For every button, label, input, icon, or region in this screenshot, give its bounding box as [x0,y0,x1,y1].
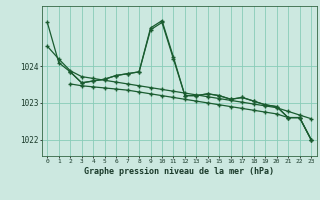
X-axis label: Graphe pression niveau de la mer (hPa): Graphe pression niveau de la mer (hPa) [84,167,274,176]
